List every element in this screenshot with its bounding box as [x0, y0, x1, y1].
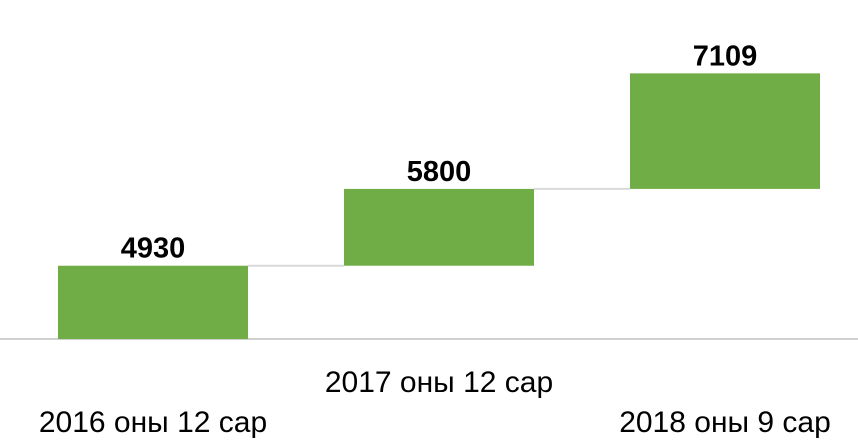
bar — [630, 73, 820, 189]
bar — [344, 188, 534, 266]
value-label: 7109 — [693, 40, 758, 72]
value-label: 5800 — [407, 156, 472, 188]
x-tick-label: 2016 оны 12 сар — [39, 406, 267, 439]
bar — [58, 265, 248, 339]
x-tick-label: 2018 оны 9 сар — [619, 406, 831, 439]
x-tick-label: 2017 оны 12 сар — [325, 366, 553, 399]
value-label: 4930 — [121, 233, 186, 265]
